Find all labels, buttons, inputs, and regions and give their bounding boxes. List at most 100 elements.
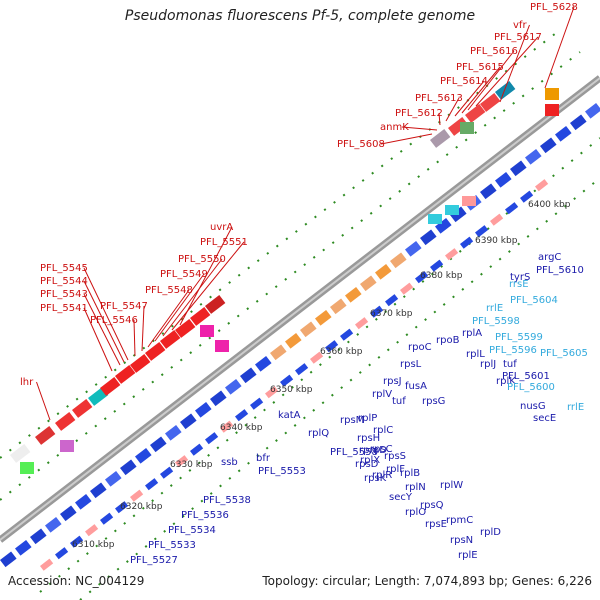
scale-label: 6330 kbp bbox=[170, 460, 213, 470]
reverse-feature-block bbox=[430, 259, 444, 272]
reverse-gene-label: PFL_5601 bbox=[502, 371, 550, 382]
reverse-feature-block bbox=[15, 539, 32, 556]
rna-gene-label: rrlE bbox=[567, 402, 584, 413]
reverse-feature-block bbox=[415, 271, 429, 284]
forward-label-leader bbox=[454, 80, 485, 117]
reverse-gene-label: rpoC bbox=[408, 342, 432, 353]
reverse-gene-label: rpoB bbox=[436, 335, 460, 346]
forward-label-leader bbox=[445, 97, 460, 122]
reverse-gene-label: rplR bbox=[372, 470, 392, 481]
reverse-feature-block bbox=[235, 409, 249, 422]
reverse-feature-block bbox=[209, 390, 227, 407]
reverse-gene-label: PFL_5536 bbox=[181, 510, 229, 521]
reverse-feature-block bbox=[280, 374, 294, 387]
reverse-gene-label: rpsM bbox=[340, 415, 364, 426]
reverse-gene-label: rpsN bbox=[450, 535, 473, 546]
forward-label-leader bbox=[147, 289, 190, 348]
reverse-gene-label: rplK bbox=[496, 376, 516, 387]
reverse-gene-label: PFL_5553 bbox=[258, 466, 306, 477]
reverse-feature-block bbox=[435, 217, 452, 234]
reverse-feature-block bbox=[165, 424, 182, 441]
reverse-gene-label: tuf bbox=[503, 359, 517, 370]
reverse-feature-block bbox=[554, 125, 572, 142]
rna-gene-label: PFL_5596 bbox=[489, 345, 537, 356]
rna-feature-block bbox=[428, 214, 442, 224]
reverse-feature-block bbox=[45, 516, 62, 533]
forward-feature-block bbox=[160, 330, 181, 349]
map-title: Pseudomonas fluorescens Pf-5, complete g… bbox=[124, 8, 476, 24]
forward-label-leader bbox=[544, 6, 575, 89]
forward-label-leader bbox=[467, 50, 515, 111]
reverse-gene-label: rplX bbox=[360, 455, 380, 466]
reverse-feature-block bbox=[519, 190, 534, 203]
reverse-feature-block bbox=[314, 309, 332, 326]
forward-feature-block bbox=[215, 340, 229, 352]
genome-summary-text: Topology: circular; Length: 7,074,893 bp… bbox=[262, 574, 592, 588]
forward-gene-label: PFL_5628 bbox=[530, 2, 578, 13]
reverse-gene-label: rpsJ bbox=[383, 376, 402, 387]
reverse-gene-label: PFL_5534 bbox=[168, 525, 216, 536]
reverse-gene-label: rpsS bbox=[384, 451, 406, 462]
forward-feature-block bbox=[494, 81, 516, 100]
reverse-gene-label: rplJ bbox=[480, 359, 496, 370]
reverse-gene-label: PFL_5558 bbox=[330, 447, 378, 458]
reverse-feature-block bbox=[120, 459, 137, 476]
reverse-feature-block bbox=[75, 493, 92, 510]
reverse-feature-block bbox=[205, 432, 219, 445]
forward-label-leader bbox=[380, 133, 433, 145]
rna-gene-label: PFL_5598 bbox=[472, 316, 520, 327]
scale-labels: 6310 kbp 6320 kbp 6330 kbp 6340 kbp 6350 kbp… bbox=[72, 200, 571, 550]
reverse-feature-block bbox=[540, 137, 557, 154]
forward-gene-label: uvrA bbox=[210, 222, 233, 233]
reverse-gene-label: rplD bbox=[480, 527, 501, 538]
reverse-feature-block bbox=[40, 558, 54, 571]
reverse-gene-label: PFL_5610 bbox=[536, 265, 584, 276]
forward-feature-block bbox=[189, 307, 211, 326]
reverse-feature-block bbox=[420, 229, 437, 246]
reverse-feature-block bbox=[0, 551, 17, 568]
reverse-feature-block bbox=[460, 236, 474, 249]
reverse-gene-label: rpsE bbox=[425, 519, 447, 530]
reverse-feature-block bbox=[344, 286, 362, 303]
forward-gene-label: PFL_5613 bbox=[415, 93, 463, 104]
forward-label-leader bbox=[461, 66, 501, 114]
reverse-gene-label: rplO bbox=[405, 507, 426, 518]
reverse-gene-label: rpmC bbox=[446, 515, 473, 526]
reverse-feature-block bbox=[85, 524, 99, 537]
forward-feature-block bbox=[71, 399, 93, 418]
forward-label-leader bbox=[83, 267, 129, 361]
forward-gene-label: lhr bbox=[20, 377, 34, 388]
reverse-feature-block bbox=[145, 478, 159, 491]
reverse-feature-block bbox=[490, 213, 504, 226]
scale-label: 6320 kbp bbox=[120, 502, 163, 512]
forward-gene-label: PFL_5616 bbox=[470, 46, 518, 57]
reverse-feature-block bbox=[355, 317, 369, 330]
rna-feature-block bbox=[462, 196, 476, 206]
forward-gene-label: PFL_5548 bbox=[145, 285, 193, 296]
reverse-gene-label: PFL_5538 bbox=[203, 495, 251, 506]
reverse-gene-label: ssb bbox=[221, 457, 238, 468]
forward-label-leader bbox=[83, 293, 121, 366]
forward-feature-block bbox=[430, 129, 451, 148]
scale-label: 6370 kbp bbox=[370, 309, 413, 319]
reverse-feature-block bbox=[105, 470, 122, 487]
tick-rows bbox=[0, 29, 600, 600]
reverse-feature-block bbox=[150, 436, 167, 453]
reverse-feature-block bbox=[190, 443, 204, 456]
forward-gene-label: PFL_5547 bbox=[100, 301, 148, 312]
reverse-gene-label: rplW bbox=[440, 480, 463, 491]
reverse-feature-block bbox=[264, 386, 279, 399]
forward-label-leader bbox=[171, 241, 245, 331]
forward-gene-label: PFL_5615 bbox=[456, 62, 504, 73]
forward-feature-block bbox=[55, 412, 76, 431]
rna-gene-label: PFL_5600 bbox=[507, 382, 555, 393]
scale-label: 6340 kbp bbox=[220, 423, 263, 433]
forward-feature-block bbox=[545, 88, 559, 100]
reverse-feature-block bbox=[30, 528, 47, 545]
reverse-feature-block bbox=[569, 114, 587, 131]
forward-label-leader bbox=[401, 126, 438, 131]
reverse-gene-label: rpsC bbox=[370, 444, 393, 455]
reverse-feature-block bbox=[525, 148, 542, 165]
reverse-feature-block bbox=[370, 305, 384, 318]
